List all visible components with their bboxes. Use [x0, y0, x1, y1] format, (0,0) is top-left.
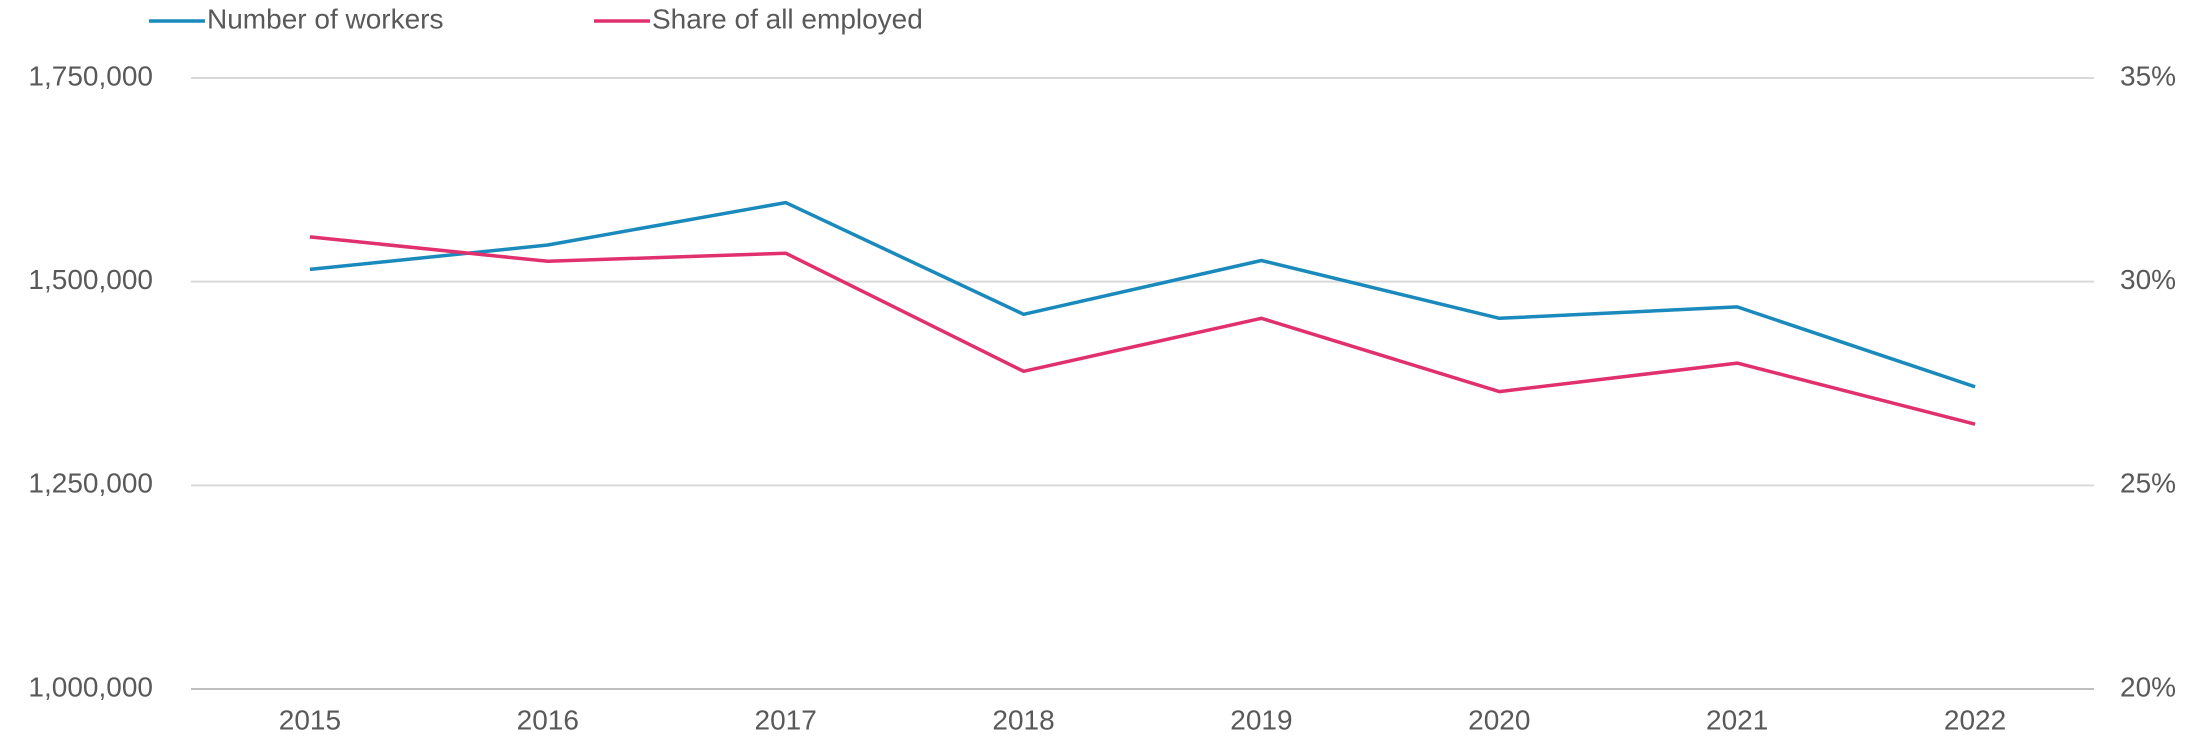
y2-tick-label: 20%: [2120, 671, 2176, 702]
legend-label: Number of workers: [207, 3, 444, 34]
y-tick-label: 1,750,000: [28, 60, 153, 91]
x-tick-label: 2017: [755, 704, 817, 735]
series-line: [309, 235, 1976, 426]
x-tick-label: 2021: [1706, 704, 1768, 735]
x-tick-label: 2019: [1230, 704, 1292, 735]
y2-tick-label: 35%: [2120, 60, 2176, 91]
series-line: [309, 200, 1976, 389]
y-tick-label: 1,500,000: [28, 264, 153, 295]
y2-tick-label: 25%: [2120, 468, 2176, 499]
y-tick-label: 1,000,000: [28, 671, 153, 702]
y-tick-label: 1,250,000: [28, 468, 153, 499]
legend-label: Share of all employed: [652, 3, 923, 34]
y2-tick-label: 30%: [2120, 264, 2176, 295]
x-tick-label: 2018: [992, 704, 1054, 735]
x-tick-label: 2020: [1468, 704, 1530, 735]
x-tick-label: 2015: [279, 704, 341, 735]
x-tick-label: 2016: [517, 704, 579, 735]
x-tick-label: 2022: [1944, 704, 2006, 735]
